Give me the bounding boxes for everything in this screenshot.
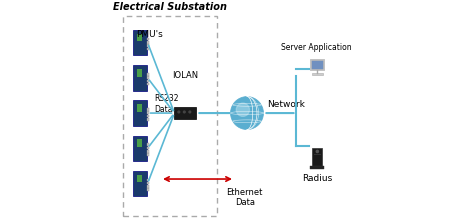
FancyBboxPatch shape: [148, 118, 149, 121]
FancyBboxPatch shape: [148, 188, 149, 191]
FancyBboxPatch shape: [148, 185, 149, 188]
FancyBboxPatch shape: [148, 76, 149, 79]
FancyBboxPatch shape: [148, 150, 149, 153]
FancyBboxPatch shape: [133, 65, 148, 91]
Text: Radius: Radius: [302, 173, 332, 183]
FancyBboxPatch shape: [148, 143, 149, 146]
FancyBboxPatch shape: [312, 73, 323, 74]
Text: Network: Network: [267, 100, 305, 109]
FancyBboxPatch shape: [148, 44, 149, 47]
Text: PMU's: PMU's: [136, 29, 163, 39]
Text: IOLAN: IOLAN: [172, 71, 199, 80]
FancyBboxPatch shape: [133, 136, 148, 161]
FancyBboxPatch shape: [148, 115, 149, 117]
Circle shape: [230, 97, 264, 130]
Text: Electrical Substation: Electrical Substation: [113, 2, 227, 12]
FancyBboxPatch shape: [148, 112, 149, 114]
Circle shape: [236, 103, 249, 116]
FancyBboxPatch shape: [148, 83, 149, 85]
Circle shape: [183, 111, 185, 113]
Circle shape: [316, 150, 319, 153]
FancyBboxPatch shape: [314, 154, 321, 155]
FancyBboxPatch shape: [133, 100, 148, 126]
FancyBboxPatch shape: [148, 182, 149, 184]
Text: Server Application: Server Application: [281, 43, 352, 52]
Circle shape: [178, 111, 180, 113]
FancyBboxPatch shape: [310, 166, 325, 169]
FancyBboxPatch shape: [174, 107, 196, 119]
FancyBboxPatch shape: [148, 178, 149, 181]
FancyBboxPatch shape: [313, 148, 322, 166]
FancyBboxPatch shape: [311, 60, 324, 69]
FancyBboxPatch shape: [137, 175, 142, 182]
FancyBboxPatch shape: [148, 73, 149, 76]
FancyBboxPatch shape: [148, 80, 149, 82]
FancyBboxPatch shape: [148, 147, 149, 149]
Text: RS232
Data: RS232 Data: [154, 94, 179, 114]
FancyBboxPatch shape: [133, 30, 148, 55]
FancyBboxPatch shape: [137, 139, 142, 147]
Circle shape: [189, 111, 191, 113]
FancyBboxPatch shape: [148, 38, 149, 40]
FancyBboxPatch shape: [148, 48, 149, 50]
FancyBboxPatch shape: [148, 41, 149, 44]
FancyBboxPatch shape: [137, 34, 142, 41]
Text: Ethernet
Data: Ethernet Data: [227, 188, 263, 207]
FancyBboxPatch shape: [148, 108, 149, 111]
FancyBboxPatch shape: [133, 171, 148, 196]
FancyBboxPatch shape: [137, 104, 142, 112]
FancyBboxPatch shape: [148, 153, 149, 156]
FancyBboxPatch shape: [137, 69, 142, 77]
